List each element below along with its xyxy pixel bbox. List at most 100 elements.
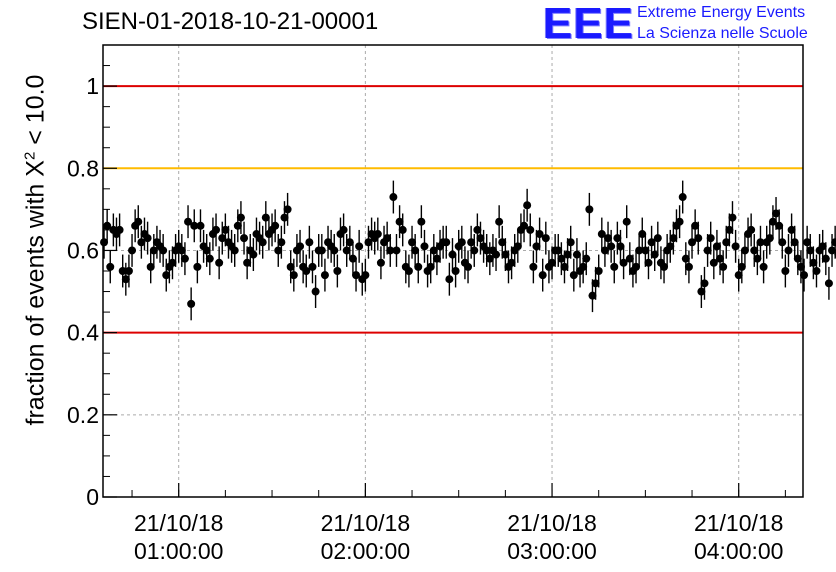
data-point-121: [476, 234, 485, 243]
data-point-223: [793, 254, 802, 263]
data-point-220: [784, 246, 793, 255]
data-point-137: [526, 225, 535, 234]
data-point-80: [348, 254, 357, 263]
data-point-201: [725, 225, 734, 234]
data-point-217: [775, 221, 784, 230]
data-point-165: [613, 234, 622, 243]
data-point-82: [355, 242, 364, 251]
data-point-204: [734, 271, 743, 280]
data-point-202: [728, 213, 737, 222]
data-point-126: [492, 250, 501, 259]
data-point-81: [352, 271, 361, 280]
data-point-136: [523, 201, 532, 210]
data-point-37: [215, 258, 224, 267]
data-point-211: [756, 238, 765, 247]
data-point-174: [641, 246, 650, 255]
data-point-166: [616, 242, 625, 251]
data-point-146: [554, 246, 563, 255]
data-point-46: [243, 258, 252, 267]
x-tick-date-label-2: 21/10/18: [507, 510, 597, 536]
data-point-93: [389, 193, 398, 202]
data-point-140: [535, 230, 544, 239]
data-point-226: [803, 238, 812, 247]
data-point-89: [376, 258, 385, 267]
data-point-103: [420, 242, 429, 251]
data-point-163: [607, 242, 616, 251]
data-point-150: [566, 238, 575, 247]
data-point-182: [666, 242, 675, 251]
data-point-194: [703, 246, 712, 255]
data-point-196: [709, 258, 718, 267]
data-point-1: [103, 221, 112, 230]
y-tick-label-4: 0.8: [67, 155, 99, 181]
data-point-0: [100, 238, 109, 247]
data-point-105: [426, 262, 435, 271]
data-point-68: [311, 287, 320, 296]
data-point-171: [632, 262, 641, 271]
data-point-65: [302, 267, 311, 275]
data-point-77: [339, 225, 348, 234]
data-point-110: [442, 238, 451, 247]
data-point-42: [230, 246, 239, 255]
data-point-6: [118, 267, 127, 275]
x-tick-date-label-3: 21/10/18: [694, 510, 784, 536]
data-point-212: [759, 262, 768, 271]
data-point-175: [644, 258, 653, 267]
x-tick-date-label-0: 21/10/18: [134, 510, 224, 536]
data-point-102: [417, 217, 426, 226]
data-point-74: [330, 246, 339, 255]
data-point-106: [429, 246, 438, 255]
data-point-56: [274, 246, 283, 255]
data-point-58: [280, 213, 289, 222]
data-point-98: [404, 267, 413, 275]
data-point-229: [812, 267, 821, 275]
data-point-20: [162, 271, 171, 280]
data-point-112: [448, 250, 457, 259]
data-point-48: [249, 250, 258, 259]
logo-line-1: Extreme Energy Events: [637, 4, 806, 21]
data-point-216: [772, 209, 781, 218]
data-point-19: [159, 246, 168, 255]
data-point-28: [187, 299, 196, 308]
data-point-188: [684, 262, 693, 271]
data-point-124: [485, 254, 494, 263]
data-point-161: [600, 246, 609, 255]
data-point-51: [258, 238, 267, 247]
data-point-219: [781, 267, 790, 275]
data-point-15: [146, 262, 155, 271]
x-tick-time-label-3: 04:00:00: [694, 538, 784, 564]
data-point-63: [296, 242, 305, 251]
data-point-173: [638, 230, 647, 239]
data-point-25: [177, 246, 186, 255]
data-point-84: [361, 271, 370, 280]
data-point-57: [277, 238, 286, 247]
data-point-70: [317, 246, 326, 255]
data-point-180: [660, 262, 669, 271]
data-point-75: [333, 267, 342, 275]
data-point-203: [731, 242, 740, 251]
data-point-151: [569, 271, 578, 280]
data-point-123: [482, 246, 491, 255]
data-point-101: [414, 262, 423, 271]
data-point-231: [818, 242, 827, 251]
data-point-160: [597, 230, 606, 239]
data-point-187: [681, 254, 690, 263]
data-point-111: [445, 275, 454, 284]
data-point-205: [737, 262, 746, 271]
data-point-228: [809, 258, 818, 267]
data-point-209: [750, 246, 759, 255]
data-point-162: [604, 234, 613, 243]
data-point-157: [588, 291, 597, 300]
data-point-88: [373, 230, 382, 239]
data-point-214: [765, 234, 774, 243]
data-point-127: [495, 217, 504, 226]
data-point-59: [283, 205, 292, 214]
data-point-78: [342, 246, 351, 255]
data-point-232: [821, 254, 830, 263]
data-point-34: [205, 254, 214, 263]
data-point-118: [467, 238, 476, 247]
data-point-225: [800, 271, 809, 280]
data-point-135: [520, 221, 529, 230]
data-point-30: [193, 262, 202, 271]
